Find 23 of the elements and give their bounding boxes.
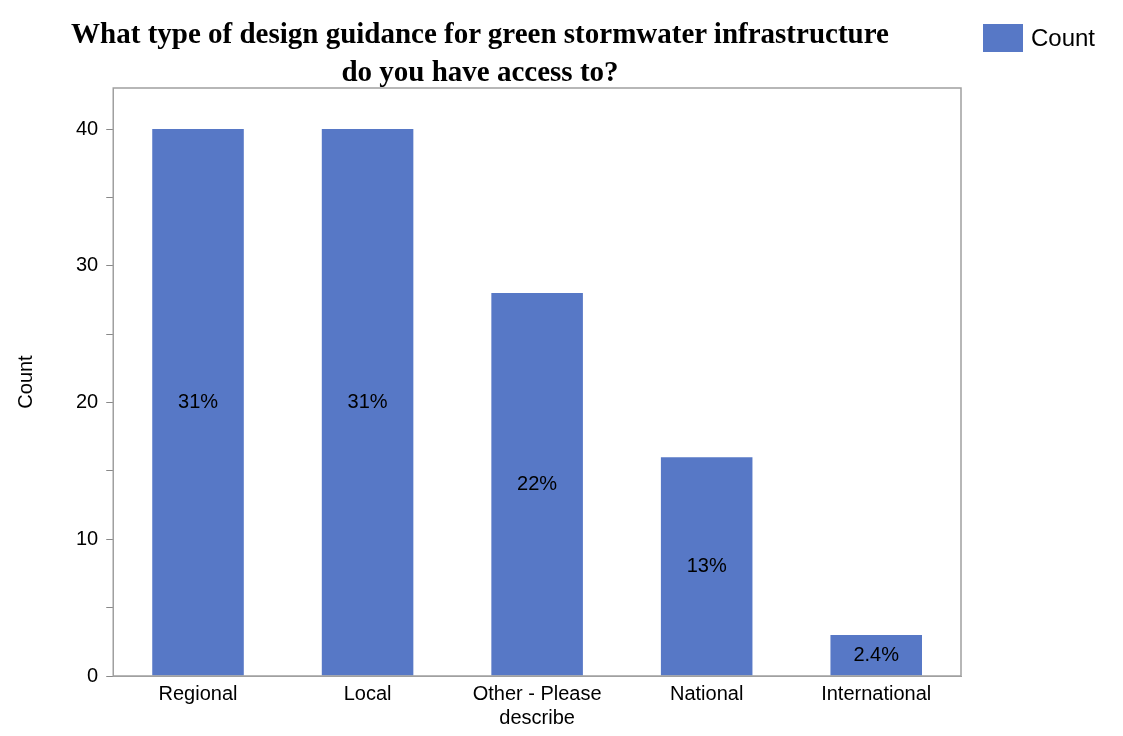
bar [660, 457, 753, 676]
bar [830, 634, 922, 676]
y-tick-label: 40 [76, 116, 99, 139]
y-tick-label: 30 [76, 253, 99, 276]
annotation: 13% [686, 553, 727, 576]
annotation: 2.4% [853, 642, 900, 665]
y-tick-label: 20 [76, 390, 99, 413]
annotation: 31% [347, 389, 388, 412]
y-tick-label: 0 [87, 663, 99, 686]
x-tick-label: National [669, 681, 744, 704]
bar [321, 129, 414, 676]
x-tick-label: International [821, 681, 932, 704]
x-tick-label: Local [343, 681, 392, 704]
y-axis-title: Count [13, 354, 36, 409]
bar [152, 129, 244, 676]
legend-label: Count [1030, 24, 1095, 52]
chart-title: What type of design guidance for green stormwater infrastructure do you have access to? [70, 16, 890, 89]
annotation: 31% [178, 389, 219, 412]
annotation: 22% [517, 471, 558, 494]
x-tick-label: Other - Please describe [472, 681, 602, 728]
y-tick-label: 10 [76, 526, 99, 549]
x-tick-label: Regional [158, 681, 238, 704]
bar [491, 293, 583, 676]
